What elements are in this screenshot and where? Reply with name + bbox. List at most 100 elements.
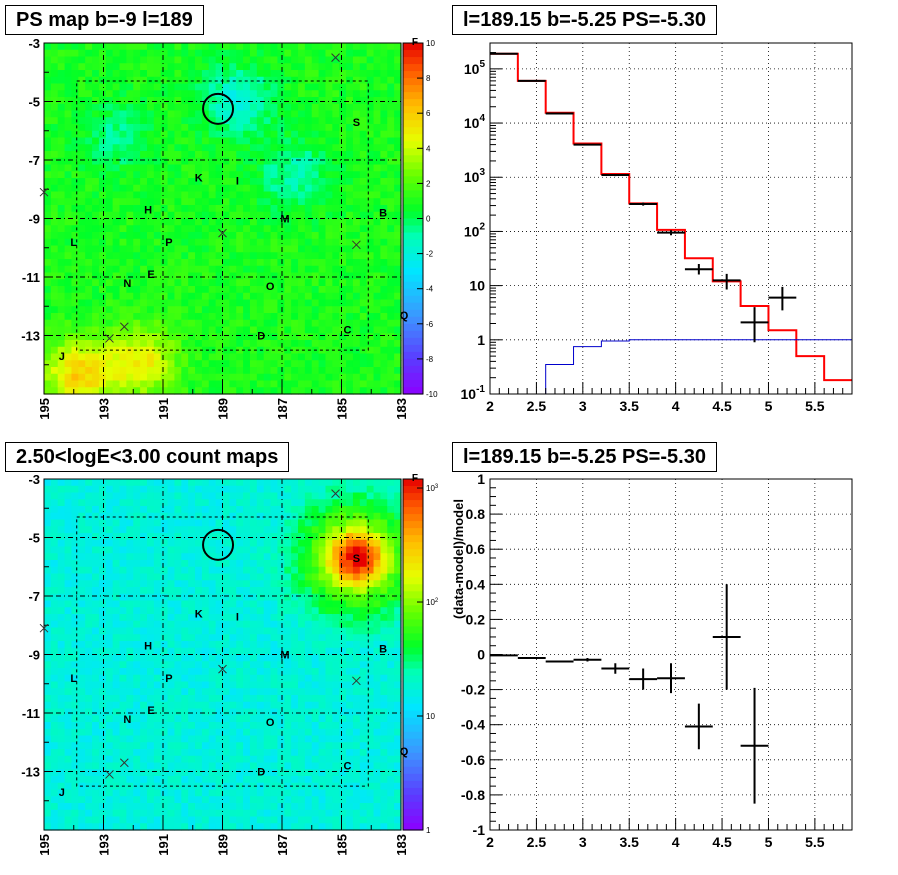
heatmap-cell xyxy=(57,485,66,494)
heatmap-cell xyxy=(78,762,86,770)
heatmap-cell xyxy=(277,479,285,487)
heatmap-cell xyxy=(311,333,320,341)
x-tick-label: 5.5 xyxy=(805,398,825,414)
heatmap-cell xyxy=(78,688,86,696)
heatmap-cell xyxy=(346,103,354,112)
heatmap-cell xyxy=(249,641,258,649)
heatmap-cell xyxy=(387,238,395,247)
heatmap-cell xyxy=(105,816,114,824)
heatmap-cell xyxy=(85,124,93,132)
heatmap-cell xyxy=(346,110,354,118)
heatmap-cell xyxy=(57,90,66,98)
heatmap-cell xyxy=(188,56,196,64)
heatmap-cell xyxy=(105,607,114,615)
heatmap-cell xyxy=(195,164,203,172)
heatmap-cell xyxy=(78,124,86,132)
heatmap-cell xyxy=(78,306,86,314)
heatmap-cell xyxy=(208,279,217,287)
heatmap-cell xyxy=(119,164,127,172)
heatmap-cell xyxy=(119,566,127,575)
heatmap-cell xyxy=(277,742,285,750)
heatmap-cell xyxy=(146,97,155,105)
heatmap-cell xyxy=(339,110,347,118)
heatmap-cell xyxy=(126,90,134,98)
heatmap-cell xyxy=(71,346,79,355)
heatmap-cell xyxy=(270,573,279,581)
heatmap-cell xyxy=(325,360,333,368)
heatmap-cell xyxy=(352,360,361,368)
heatmap-cell xyxy=(359,97,368,105)
heatmap-cell xyxy=(380,124,388,132)
heatmap-cell xyxy=(311,151,320,159)
heatmap-cell xyxy=(140,533,148,541)
heatmap-cell xyxy=(71,479,79,487)
heatmap-cell xyxy=(195,49,203,58)
heatmap-cell xyxy=(387,346,395,355)
heatmap-cell xyxy=(298,546,306,554)
heatmap-cell xyxy=(146,641,155,649)
heatmap-cell xyxy=(394,373,402,382)
heatmap-cell xyxy=(284,485,292,494)
heatmap-cell xyxy=(380,306,388,314)
heatmap-cell xyxy=(394,252,402,260)
heatmap-cell xyxy=(236,184,244,193)
heatmap-cell xyxy=(133,782,141,791)
heatmap-cell xyxy=(284,97,292,105)
heatmap-cell xyxy=(188,225,196,233)
heatmap-cell xyxy=(105,715,114,723)
heatmap-cell xyxy=(222,43,230,51)
heatmap-cell xyxy=(284,340,292,348)
heatmap-cell xyxy=(181,762,189,770)
colorbar-swatch xyxy=(403,162,423,170)
heatmap-cell xyxy=(346,367,354,375)
heatmap-cell xyxy=(146,796,155,804)
heatmap-cell xyxy=(71,90,79,98)
heatmap-cell xyxy=(57,313,66,321)
heatmap-cell xyxy=(167,191,176,199)
heatmap-cell xyxy=(243,701,251,710)
heatmap-cell xyxy=(112,722,121,730)
heatmap-cell xyxy=(380,164,388,172)
heatmap-cell xyxy=(126,184,134,193)
heatmap-cell xyxy=(249,695,258,703)
heatmap-cell xyxy=(174,762,182,770)
heatmap-cell xyxy=(50,232,59,240)
heatmap-cell xyxy=(50,124,59,132)
heatmap-cell xyxy=(229,762,237,770)
heatmap-cell xyxy=(236,225,244,233)
heatmap-cell xyxy=(64,566,73,575)
colorbar-swatch xyxy=(403,372,423,381)
heatmap-cell xyxy=(352,83,361,91)
heatmap-cell xyxy=(57,191,66,199)
heatmap-cell xyxy=(346,259,354,267)
heatmap-cell xyxy=(160,809,169,818)
heatmap-cell xyxy=(256,178,265,186)
heatmap-cell xyxy=(126,681,134,689)
heatmap-cell xyxy=(249,762,258,770)
heatmap-cell xyxy=(373,245,382,253)
heatmap-cell xyxy=(133,151,141,159)
heatmap-cell xyxy=(181,76,189,85)
heatmap-cell xyxy=(57,587,66,595)
heatmap-cell xyxy=(291,319,299,328)
heatmap-cell xyxy=(359,367,368,375)
heatmap-cell xyxy=(201,715,210,723)
heatmap-cell xyxy=(380,238,388,247)
heatmap-cell xyxy=(92,654,100,662)
heatmap-cell xyxy=(64,340,73,348)
heatmap-cell xyxy=(298,587,306,595)
heatmap-cell xyxy=(236,681,244,689)
heatmap-cell xyxy=(243,499,251,507)
heatmap-cell xyxy=(201,218,210,226)
heatmap-cell xyxy=(146,286,155,294)
heatmap-cell xyxy=(201,367,210,375)
heatmap-cell xyxy=(98,117,107,125)
heatmap-cell xyxy=(44,279,52,287)
heatmap-cell xyxy=(195,178,203,186)
heatmap-cell xyxy=(249,634,258,642)
heatmap-cell xyxy=(167,286,176,294)
heatmap-cell xyxy=(229,695,237,703)
heatmap-cell xyxy=(256,232,265,240)
heatmap-cell xyxy=(339,211,347,220)
heatmap-cell xyxy=(146,292,155,301)
